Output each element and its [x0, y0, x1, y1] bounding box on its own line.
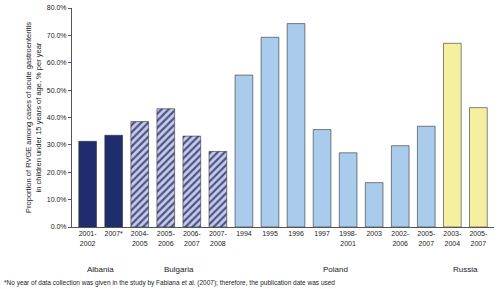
- svg-text:2007-2008: 2007-2008: [209, 230, 228, 246]
- svg-text:60.0%: 60.0%: [47, 59, 67, 66]
- svg-text:2001-2002: 2001-2002: [79, 230, 98, 246]
- svg-text:80.0%: 80.0%: [47, 4, 67, 11]
- svg-text:20.0%: 20.0%: [47, 169, 67, 176]
- svg-text:Russia: Russia: [453, 265, 478, 274]
- svg-text:70.0%: 70.0%: [47, 32, 67, 39]
- svg-text:Bulgaria: Bulgaria: [164, 265, 194, 274]
- svg-text:Albania: Albania: [87, 265, 114, 274]
- svg-text:10.0%: 10.0%: [47, 196, 67, 203]
- svg-text:2007*: 2007*: [105, 230, 124, 237]
- svg-text:2005-2007: 2005-2007: [469, 230, 488, 246]
- svg-text:50.0%: 50.0%: [47, 87, 67, 94]
- svg-text:30.0%: 30.0%: [47, 141, 67, 148]
- svg-text:40.0%: 40.0%: [47, 114, 67, 121]
- svg-text:1995: 1995: [262, 230, 278, 237]
- svg-text:1994: 1994: [236, 230, 252, 237]
- svg-text:Poland: Poland: [323, 265, 348, 274]
- svg-text:0.0%: 0.0%: [51, 223, 67, 230]
- svg-text:Proportion of RVGE among cases: Proportion of RVGE among cases of acute …: [24, 22, 43, 213]
- svg-text:1998-2001: 1998-2001: [339, 230, 358, 246]
- svg-text:*No year of data collection wa: *No year of data collection was given in…: [4, 279, 335, 287]
- svg-text:2006-2007: 2006-2007: [183, 230, 202, 246]
- svg-text:2003-2004: 2003-2004: [443, 230, 462, 246]
- svg-text:2005-2006: 2005-2006: [157, 230, 176, 246]
- svg-text:2002-2006: 2002-2006: [391, 230, 410, 246]
- svg-text:2003: 2003: [366, 230, 382, 237]
- svg-text:2004-2005: 2004-2005: [131, 230, 150, 246]
- svg-text:1997: 1997: [314, 230, 330, 237]
- svg-text:1996: 1996: [288, 230, 304, 237]
- svg-text:2005-2007: 2005-2007: [417, 230, 436, 246]
